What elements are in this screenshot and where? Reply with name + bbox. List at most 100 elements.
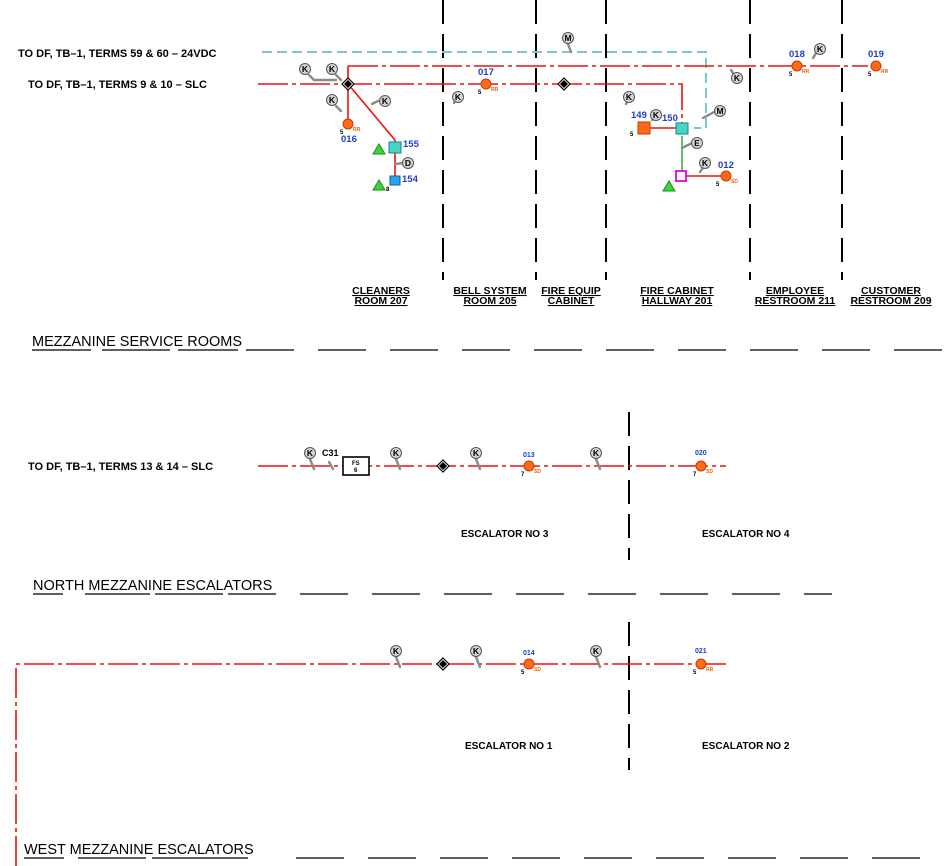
k-icon [590, 447, 602, 459]
svg-text:K: K [702, 158, 709, 168]
k-icon [390, 447, 402, 459]
slc-loop-line [258, 83, 683, 128]
relay-module-icon [675, 170, 687, 182]
d-icon [402, 157, 414, 169]
svg-text:SD: SD [534, 469, 541, 475]
svg-text:K: K [329, 95, 336, 105]
tap-line [334, 73, 343, 82]
svg-text:RR: RR [881, 69, 889, 75]
k-icon [304, 447, 316, 459]
svg-text:8: 8 [386, 187, 390, 193]
k-icon [470, 447, 482, 459]
device-number: 149 [631, 110, 647, 121]
device-number: 018 [789, 49, 805, 60]
svg-text:K: K [593, 448, 600, 458]
k-icon [326, 63, 338, 75]
junction-icon [344, 80, 352, 88]
svg-text:K: K [593, 646, 600, 656]
tap-line [474, 655, 482, 669]
room-fire-equip-line2: CABINET [548, 295, 595, 307]
svg-text:5: 5 [716, 182, 720, 188]
device-number: 154 [402, 174, 419, 185]
room-labels-top: CLEANERS ROOM 207 BELL SYSTEM ROOM 205 F… [352, 285, 932, 307]
monitor-markers-west: K K K [390, 645, 602, 669]
m-icon [562, 32, 574, 44]
slc-west-line [15, 663, 726, 866]
m-icon [714, 105, 726, 117]
horn-strobe-icon [695, 658, 707, 670]
room-bell-line1: BELL SYSTEM [453, 285, 527, 297]
tap-line [474, 457, 482, 471]
room-bell-line2: ROOM 205 [463, 295, 516, 307]
svg-text:K: K [393, 646, 400, 656]
svg-text:RR: RR [706, 667, 714, 673]
svg-text:5: 5 [789, 72, 793, 78]
k-icon [650, 109, 662, 121]
room-cleaners-line1: CLEANERS [352, 285, 410, 297]
control-module-icon [675, 122, 689, 135]
device-number: 019 [868, 49, 884, 60]
room-fire-equip-line1: FIRE EQUIP [541, 285, 601, 297]
flow-switch-icon [342, 456, 370, 476]
warning-triangle-icon [372, 143, 386, 155]
svg-text:K: K [307, 448, 314, 458]
tap-line [308, 457, 316, 471]
svg-text:RR: RR [353, 127, 361, 133]
room-fire-cabinet-line1: FIRE CABINET [640, 285, 714, 297]
svg-text:K: K [302, 64, 309, 74]
svg-text:RR: RR [802, 69, 810, 75]
k-icon [452, 91, 464, 103]
k-icon [623, 91, 635, 103]
feed-label-slc-1: TO DF, TB–1, TERMS 9 & 10 – SLC [28, 79, 207, 91]
section-title-north-escalators: NORTH MEZZANINE ESCALATORS [33, 578, 272, 594]
monitor-module-icon [389, 175, 401, 186]
svg-text:5: 5 [693, 670, 697, 676]
tap-line [701, 109, 718, 120]
svg-text:K: K [734, 73, 741, 83]
svg-text:K: K [382, 96, 389, 106]
svg-text:5: 5 [478, 90, 482, 96]
svg-text:FS: FS [352, 461, 360, 467]
tap-line [680, 141, 694, 150]
room-escalator-4: ESCALATOR NO 4 [702, 529, 790, 540]
monitor-markers-top: K K K K M K K K K M K E [299, 32, 826, 174]
monitor-markers-north: K C31 K K K [304, 447, 602, 471]
svg-text:5: 5 [340, 130, 344, 136]
tap-line [566, 42, 573, 54]
tap-line [594, 457, 602, 471]
feed-label-slc-2: TO DF, TB–1, TERMS 13 & 14 – SLC [28, 461, 213, 473]
room-cleaners-line2: ROOM 207 [354, 295, 407, 307]
tap-line [394, 457, 402, 471]
horn-strobe-icon [870, 60, 882, 72]
junction-icon [560, 80, 568, 88]
k-icon [379, 95, 391, 107]
svg-text:K: K [473, 448, 480, 458]
room-escalator-2: ESCALATOR NO 2 [702, 741, 790, 752]
svg-text:K: K [626, 92, 633, 102]
device-number: 021 [695, 648, 707, 655]
svg-text:K: K [817, 44, 824, 54]
device-number: 012 [718, 160, 734, 171]
junction-icon [439, 462, 447, 470]
svg-text:SD: SD [731, 179, 738, 185]
room-employee-line2: RESTROOM 211 [755, 295, 836, 307]
svg-text:M: M [716, 106, 723, 116]
horn-strobe-icon [342, 118, 354, 130]
k-icon [731, 72, 743, 84]
smoke-detector-icon [523, 658, 535, 670]
svg-text:M: M [564, 33, 571, 43]
svg-text:SD: SD [534, 667, 541, 673]
device-number: 017 [478, 67, 494, 78]
room-partitions [442, 0, 843, 770]
svg-text:K: K [329, 64, 336, 74]
room-escalator-1: ESCALATOR NO 1 [465, 741, 553, 752]
svg-text:5: 5 [868, 72, 872, 78]
device-number: 014 [523, 650, 535, 657]
room-escalator-3: ESCALATOR NO 3 [461, 529, 549, 540]
svg-text:K: K [393, 448, 400, 458]
svg-text:7: 7 [521, 472, 525, 478]
svg-text:5: 5 [521, 670, 525, 676]
section-title-mezzanine-service: MEZZANINE SERVICE ROOMS [32, 334, 242, 350]
svg-text:7: 7 [693, 472, 697, 478]
feed-label-24vdc: TO DF, TB–1, TERMS 59 & 60 – 24VDC [18, 48, 217, 60]
